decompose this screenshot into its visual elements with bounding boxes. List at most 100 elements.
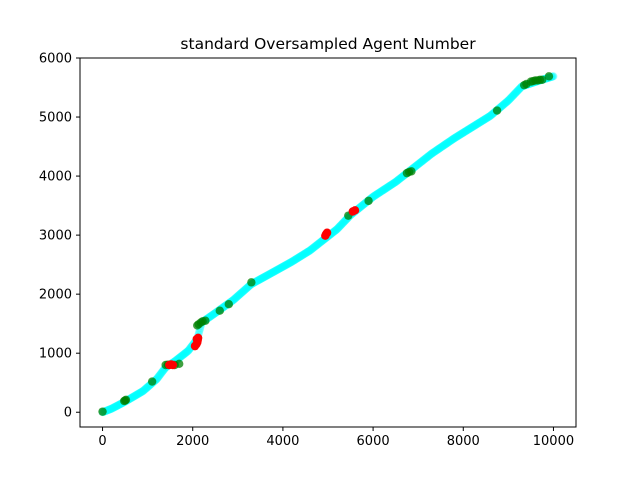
data-point	[357, 202, 366, 211]
data-point	[337, 220, 346, 229]
data-point	[154, 372, 163, 381]
data-point	[373, 189, 382, 198]
data-point	[309, 243, 318, 252]
data-point	[484, 112, 493, 121]
data-point	[278, 263, 287, 272]
data-point	[139, 386, 148, 395]
data-point	[498, 101, 507, 110]
data-point	[499, 100, 508, 109]
data-point	[236, 289, 245, 298]
data-point	[110, 403, 119, 412]
data-point	[485, 112, 494, 121]
data-point	[266, 269, 275, 278]
data-point	[395, 174, 404, 183]
data-point	[306, 245, 315, 254]
data-point	[201, 316, 210, 325]
data-point	[424, 152, 433, 161]
data-point	[471, 121, 480, 130]
data-point	[285, 259, 294, 268]
data-point	[287, 258, 296, 267]
data-point	[297, 251, 306, 260]
data-point	[270, 267, 279, 276]
data-point	[233, 292, 242, 301]
data-point	[450, 134, 459, 143]
data-point	[444, 138, 453, 147]
y-tick-label: 2000	[39, 288, 72, 303]
data-point	[375, 188, 384, 197]
data-point	[390, 178, 399, 187]
y-tick-label: 1000	[39, 347, 72, 362]
data-point	[492, 106, 502, 115]
data-point	[299, 250, 308, 259]
data-point	[147, 377, 157, 386]
data-point	[430, 147, 439, 156]
data-point	[285, 258, 294, 267]
data-point	[110, 402, 119, 411]
data-point	[260, 272, 269, 281]
data-point	[433, 145, 442, 154]
data-point	[109, 403, 118, 412]
data-point	[379, 186, 388, 195]
data-point	[240, 285, 249, 294]
data-point	[339, 218, 348, 227]
data-point	[456, 130, 465, 139]
data-point	[385, 182, 394, 191]
data-point	[294, 253, 303, 262]
data-point	[277, 263, 286, 272]
data-point	[301, 249, 310, 258]
data-point	[370, 191, 379, 200]
data-point	[435, 144, 444, 153]
data-point	[412, 161, 421, 170]
data-point	[233, 291, 242, 300]
data-point	[415, 159, 424, 168]
data-point	[313, 240, 322, 249]
data-point	[454, 131, 463, 140]
data-point	[108, 404, 117, 413]
data-point	[143, 383, 152, 391]
data-point	[421, 154, 430, 163]
data-point	[416, 158, 425, 167]
data-point	[504, 95, 513, 104]
data-point	[416, 158, 425, 167]
data-point	[389, 179, 398, 188]
data-point	[98, 407, 107, 416]
data-point	[207, 311, 216, 320]
data-point	[502, 98, 511, 107]
data-point	[507, 93, 516, 102]
data-point	[266, 269, 275, 278]
data-point	[388, 180, 397, 189]
data-point	[443, 138, 452, 147]
data-point	[475, 118, 484, 127]
data-point	[468, 122, 477, 131]
data-point	[310, 243, 319, 252]
data-point	[450, 134, 459, 143]
data-point	[476, 117, 485, 126]
data-point	[242, 284, 251, 293]
data-point	[381, 184, 390, 193]
data-point	[256, 275, 264, 284]
data-point	[180, 349, 189, 358]
data-point	[284, 259, 293, 268]
data-point	[449, 134, 458, 143]
data-point	[335, 222, 344, 231]
data-point	[176, 352, 185, 361]
data-point	[184, 346, 193, 355]
data-point	[138, 387, 147, 396]
data-point	[464, 125, 473, 134]
data-point	[307, 245, 316, 254]
data-point	[477, 117, 486, 126]
data-point	[240, 286, 249, 295]
data-point	[262, 271, 271, 280]
data-point	[281, 261, 290, 270]
data-point	[451, 133, 460, 142]
data-point	[428, 148, 437, 157]
data-point	[454, 131, 463, 140]
data-point	[486, 111, 495, 120]
data-point	[483, 113, 492, 122]
data-point	[136, 388, 145, 397]
data-point	[183, 347, 192, 356]
data-point	[393, 176, 402, 185]
data-point	[508, 91, 517, 100]
data-point	[269, 267, 278, 276]
